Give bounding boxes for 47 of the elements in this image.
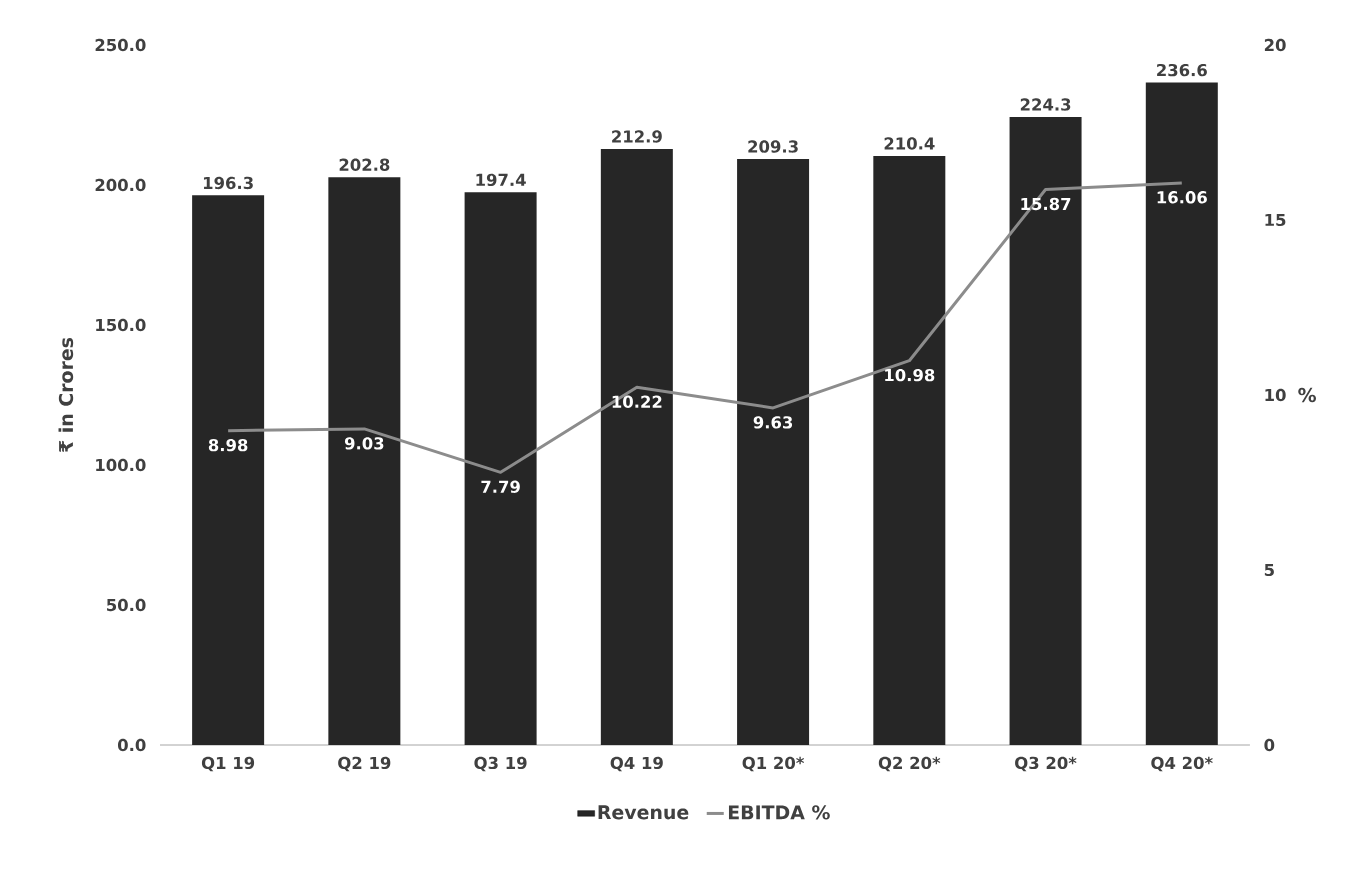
y2-tick-label: 5 xyxy=(1264,563,1274,577)
x-tick-label: Q2 20* xyxy=(878,756,941,772)
x-tick-label: Q2 19 xyxy=(338,756,391,772)
y2-axis-title: % xyxy=(1298,387,1316,403)
y-axis-title: ₹ in Crores xyxy=(58,337,74,453)
bar xyxy=(1009,116,1082,745)
y-tick-label: 0.0 xyxy=(117,738,146,752)
data-label: 212.9 xyxy=(612,130,662,143)
data-label: 8.98 xyxy=(208,438,248,452)
legend-label: EBITDA % xyxy=(728,805,830,820)
bar xyxy=(737,158,810,745)
y-tick-label: 150.0 xyxy=(96,318,146,332)
bar xyxy=(192,195,265,745)
bar xyxy=(328,177,401,745)
x-tick-label: Q4 20* xyxy=(1151,756,1213,772)
data-label: 236.6 xyxy=(1157,63,1207,77)
data-label: 210.4 xyxy=(884,137,935,150)
y-tick-label: 50.0 xyxy=(107,598,146,612)
bar xyxy=(464,192,537,745)
data-label: 209.3 xyxy=(748,140,798,153)
y2-tick-label: 10 xyxy=(1265,388,1286,402)
y-tick-label: 200.0 xyxy=(95,178,146,192)
y-tick-label: 100.0 xyxy=(96,458,146,472)
y-tick-label: 250.0 xyxy=(95,38,146,52)
data-label: 16.06 xyxy=(1157,191,1207,204)
data-label: 7.79 xyxy=(481,480,520,493)
data-label: 9.63 xyxy=(753,416,793,429)
x-tick-label: Q3 19 xyxy=(474,756,527,772)
y2-tick-label: 15 xyxy=(1265,213,1286,227)
x-tick-label: Q3 20* xyxy=(1015,756,1077,772)
x-tick-label: Q4 19 xyxy=(610,756,663,772)
y2-tick-label: 20 xyxy=(1264,38,1286,52)
bar xyxy=(600,148,673,745)
data-label: 10.98 xyxy=(885,368,935,382)
y2-tick-label: 0 xyxy=(1264,738,1275,752)
data-label: 10.22 xyxy=(612,395,662,408)
legend-label: Revenue xyxy=(598,805,689,820)
data-label: 9.03 xyxy=(344,437,384,450)
bar xyxy=(873,155,946,745)
x-tick-label: Q1 19 xyxy=(201,756,255,772)
data-label: 224.3 xyxy=(1020,98,1071,111)
data-label: 196.3 xyxy=(203,176,253,190)
data-label: 202.8 xyxy=(339,158,390,171)
bar xyxy=(1145,82,1218,745)
data-label: 197.4 xyxy=(476,173,526,187)
data-label: 15.87 xyxy=(1021,197,1071,211)
x-tick-label: Q1 20* xyxy=(742,756,805,772)
